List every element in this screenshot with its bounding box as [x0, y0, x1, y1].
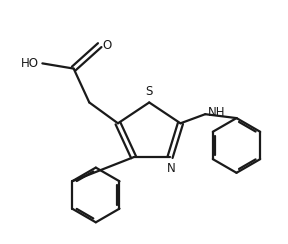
Text: S: S [145, 85, 153, 98]
Text: HO: HO [21, 57, 39, 70]
Text: N: N [167, 162, 176, 175]
Text: NH: NH [208, 106, 225, 119]
Text: O: O [103, 39, 112, 52]
